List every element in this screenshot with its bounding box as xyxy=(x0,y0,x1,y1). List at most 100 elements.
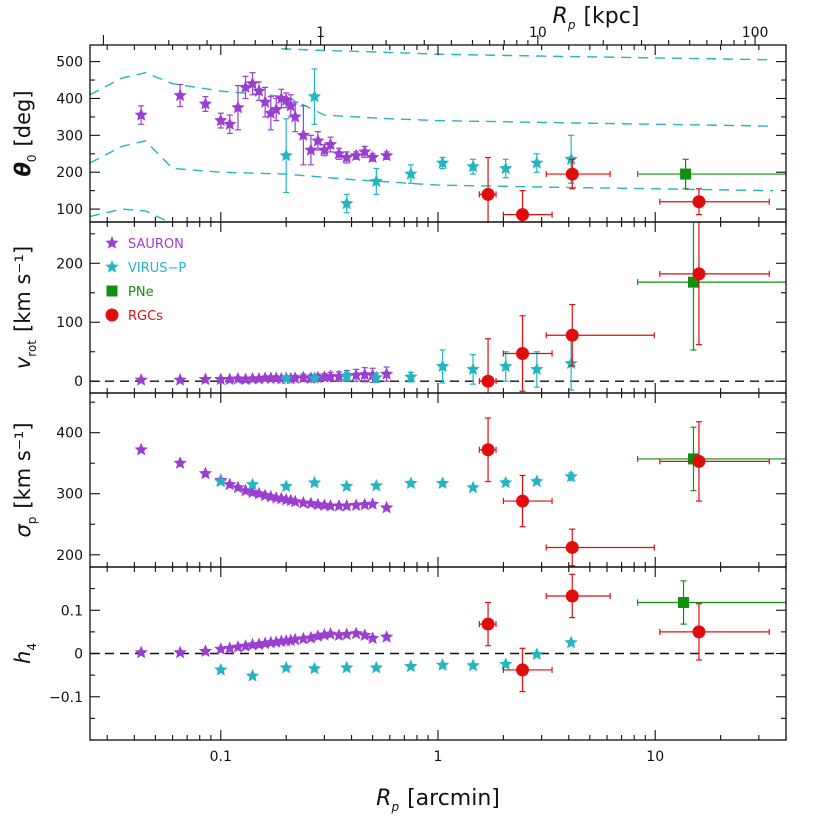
data-point xyxy=(296,370,311,384)
data-point xyxy=(307,371,322,384)
data-point xyxy=(173,88,187,102)
data-point xyxy=(404,476,418,490)
series-group xyxy=(134,573,786,693)
panel-h4: −0.1 0 0.1 h4 xyxy=(11,566,787,741)
data-point xyxy=(340,369,354,383)
data-point xyxy=(466,159,480,173)
y-tick-label: 0.1 xyxy=(61,603,83,619)
data-point xyxy=(332,628,346,641)
legend-label: PNe xyxy=(128,285,154,300)
data-point xyxy=(565,589,579,603)
data-point xyxy=(284,98,298,112)
top-tick-label: 10 xyxy=(529,25,547,41)
top-tick-label: 100 xyxy=(742,25,769,41)
data-point xyxy=(288,632,302,646)
data-point xyxy=(565,167,579,181)
data-point xyxy=(245,76,260,90)
data-point xyxy=(279,660,293,674)
legend-marker xyxy=(105,260,119,273)
data-point xyxy=(564,152,578,165)
data-point xyxy=(245,485,260,499)
data-point xyxy=(223,372,237,386)
data-point xyxy=(279,479,293,493)
series-rgcs xyxy=(478,417,770,567)
panel-sigma: 200 300 400 σp[km s⁻¹] xyxy=(11,392,787,568)
y-tick-label: 0 xyxy=(74,374,83,390)
data-point xyxy=(245,668,260,682)
data-point xyxy=(466,480,480,494)
data-point xyxy=(198,97,213,110)
data-point xyxy=(530,156,544,169)
data-point xyxy=(435,359,450,373)
series-sauron xyxy=(134,72,394,166)
data-point xyxy=(173,373,187,386)
data-point xyxy=(349,626,363,640)
data-point xyxy=(481,617,495,631)
legend-label: VIRUS−P xyxy=(128,261,186,276)
data-point xyxy=(466,362,480,376)
data-point xyxy=(481,443,495,457)
y-axis-title: θ0[deg] xyxy=(11,90,39,176)
data-point xyxy=(279,148,293,162)
series-virusp xyxy=(279,336,578,391)
legend-marker xyxy=(105,236,119,249)
series-group xyxy=(134,417,786,567)
y-axis-title: σp[km s⁻¹] xyxy=(11,422,39,537)
data-point xyxy=(516,663,530,677)
data-point xyxy=(258,95,272,108)
data-point xyxy=(231,640,245,653)
top-tick-label: 1 xyxy=(316,25,325,41)
data-point xyxy=(288,371,302,384)
bottom-axis: Rp [arcmin] 0.1 1 10 xyxy=(210,749,664,814)
data-point xyxy=(404,659,418,673)
data-point xyxy=(379,148,394,162)
data-point xyxy=(516,208,530,222)
data-point xyxy=(252,84,266,97)
y-tick-label: 200 xyxy=(56,165,83,181)
data-point xyxy=(680,168,692,180)
data-point xyxy=(565,540,579,554)
legend-label: RGCs xyxy=(128,309,163,324)
series-pne xyxy=(637,580,786,625)
data-point xyxy=(340,196,354,210)
data-point xyxy=(304,143,318,156)
data-point xyxy=(379,367,394,380)
data-point xyxy=(340,479,354,493)
y-tick-label: 400 xyxy=(56,426,83,442)
series-pne xyxy=(637,222,786,351)
data-point xyxy=(304,496,318,510)
legend-item-rgcs: RGCs xyxy=(105,308,163,324)
data-point xyxy=(678,596,690,608)
data-point xyxy=(349,498,363,511)
data-point xyxy=(499,359,513,373)
y-tick-label: 400 xyxy=(56,91,83,107)
data-point xyxy=(565,328,579,342)
data-point xyxy=(379,500,394,514)
data-point xyxy=(530,474,544,488)
y-tick-label: 100 xyxy=(56,315,83,331)
data-point xyxy=(564,635,578,649)
top-axis: Rp [kpc] 1 10 100 xyxy=(102,4,769,45)
dashed-curve-0 xyxy=(90,71,774,127)
data-point xyxy=(245,477,260,491)
data-point xyxy=(231,100,245,114)
data-point xyxy=(499,475,513,489)
data-point xyxy=(296,495,311,509)
data-point xyxy=(365,150,380,164)
series-virusp xyxy=(214,635,578,682)
data-point xyxy=(564,469,578,483)
x-tick-label: 0.1 xyxy=(210,749,232,765)
data-point xyxy=(692,454,706,468)
data-point xyxy=(238,80,253,94)
data-point xyxy=(134,645,148,659)
data-point xyxy=(379,630,394,643)
series-pne xyxy=(637,158,786,190)
data-point xyxy=(238,372,253,386)
data-point xyxy=(264,106,278,119)
panel-frame xyxy=(89,392,787,568)
panel-theta: 100 200 300 400 500 θ0[deg] xyxy=(11,44,787,223)
data-point xyxy=(349,368,363,381)
data-point xyxy=(481,187,495,201)
x-tick-label: 10 xyxy=(646,749,664,765)
